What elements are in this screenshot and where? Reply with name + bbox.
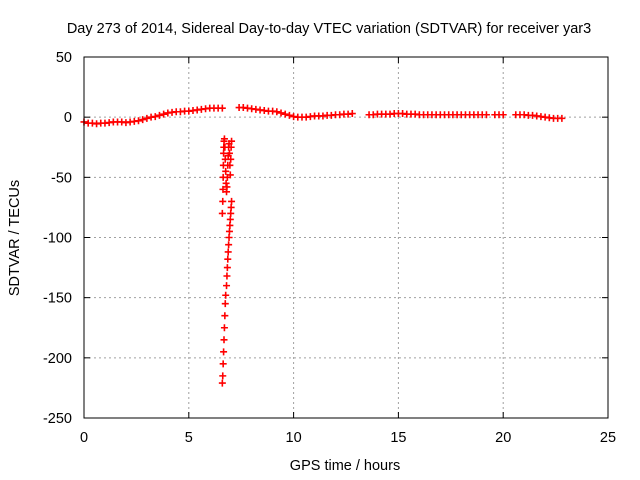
data-point xyxy=(223,282,231,290)
data-point xyxy=(219,197,227,205)
x-tick-label: 10 xyxy=(286,430,302,446)
data-points xyxy=(80,104,566,387)
data-point xyxy=(222,179,230,187)
data-point xyxy=(226,161,234,169)
data-point xyxy=(224,248,232,256)
data-point xyxy=(222,291,230,299)
data-point xyxy=(139,116,147,124)
data-point xyxy=(220,336,228,344)
data-point xyxy=(151,113,159,121)
data-point xyxy=(228,197,236,205)
y-tick-label: -250 xyxy=(43,411,72,427)
x-tick-label: 15 xyxy=(390,430,406,446)
data-point xyxy=(225,227,233,235)
axis-ticks: 0 5 10 15 20 25 -250 -200 -150 -100 -50 0 50 xyxy=(43,50,616,446)
plot-frame xyxy=(83,56,609,419)
data-point xyxy=(226,215,234,223)
data-point xyxy=(218,104,226,112)
data-point xyxy=(227,155,235,163)
data-point xyxy=(221,312,229,320)
data-point xyxy=(220,149,228,157)
data-point xyxy=(225,241,233,249)
x-tick-label: 0 xyxy=(80,430,88,446)
data-point xyxy=(281,110,289,118)
data-point xyxy=(143,114,151,122)
y-tick-label: -100 xyxy=(43,231,72,247)
data-point xyxy=(499,111,507,119)
data-point xyxy=(277,109,285,117)
data-point xyxy=(226,221,234,229)
x-tick-label: 25 xyxy=(600,430,616,446)
x-axis-label: GPS time / hours xyxy=(290,458,400,474)
data-point xyxy=(558,114,566,122)
y-tick-label: -50 xyxy=(51,170,72,186)
y-tick-label: -200 xyxy=(43,351,72,367)
y-tick-label: 50 xyxy=(56,50,72,66)
data-point xyxy=(220,135,228,143)
data-point xyxy=(227,143,235,151)
data-point xyxy=(223,183,231,191)
data-point xyxy=(222,167,230,175)
data-point xyxy=(226,171,234,179)
data-point xyxy=(221,300,229,308)
data-point xyxy=(225,149,233,157)
grid-lines xyxy=(84,57,608,418)
data-point xyxy=(223,272,231,280)
data-point xyxy=(220,348,228,356)
data-point xyxy=(285,111,293,119)
data-point xyxy=(223,264,231,272)
data-point xyxy=(155,111,163,119)
data-point xyxy=(134,117,142,125)
data-point xyxy=(218,379,226,387)
data-point xyxy=(228,137,236,145)
data-point xyxy=(219,372,227,380)
x-tick-label: 20 xyxy=(495,430,511,446)
data-point xyxy=(227,203,235,211)
data-point xyxy=(227,209,235,217)
data-point xyxy=(482,111,490,119)
data-point xyxy=(225,234,233,241)
data-point xyxy=(219,360,227,368)
data-point xyxy=(224,255,232,263)
data-point xyxy=(160,110,168,118)
data-point xyxy=(218,209,226,217)
y-tick-label: 0 xyxy=(64,110,72,126)
data-point xyxy=(273,108,281,116)
y-tick-label: -150 xyxy=(43,291,72,307)
data-point xyxy=(348,110,356,118)
data-point xyxy=(220,324,228,332)
x-tick-label: 5 xyxy=(185,430,193,446)
y-axis-label: SDTVAR / TECUs xyxy=(7,180,23,296)
chart-title: Day 273 of 2014, Sidereal Day-to-day VTE… xyxy=(67,21,591,37)
data-point xyxy=(219,185,227,193)
